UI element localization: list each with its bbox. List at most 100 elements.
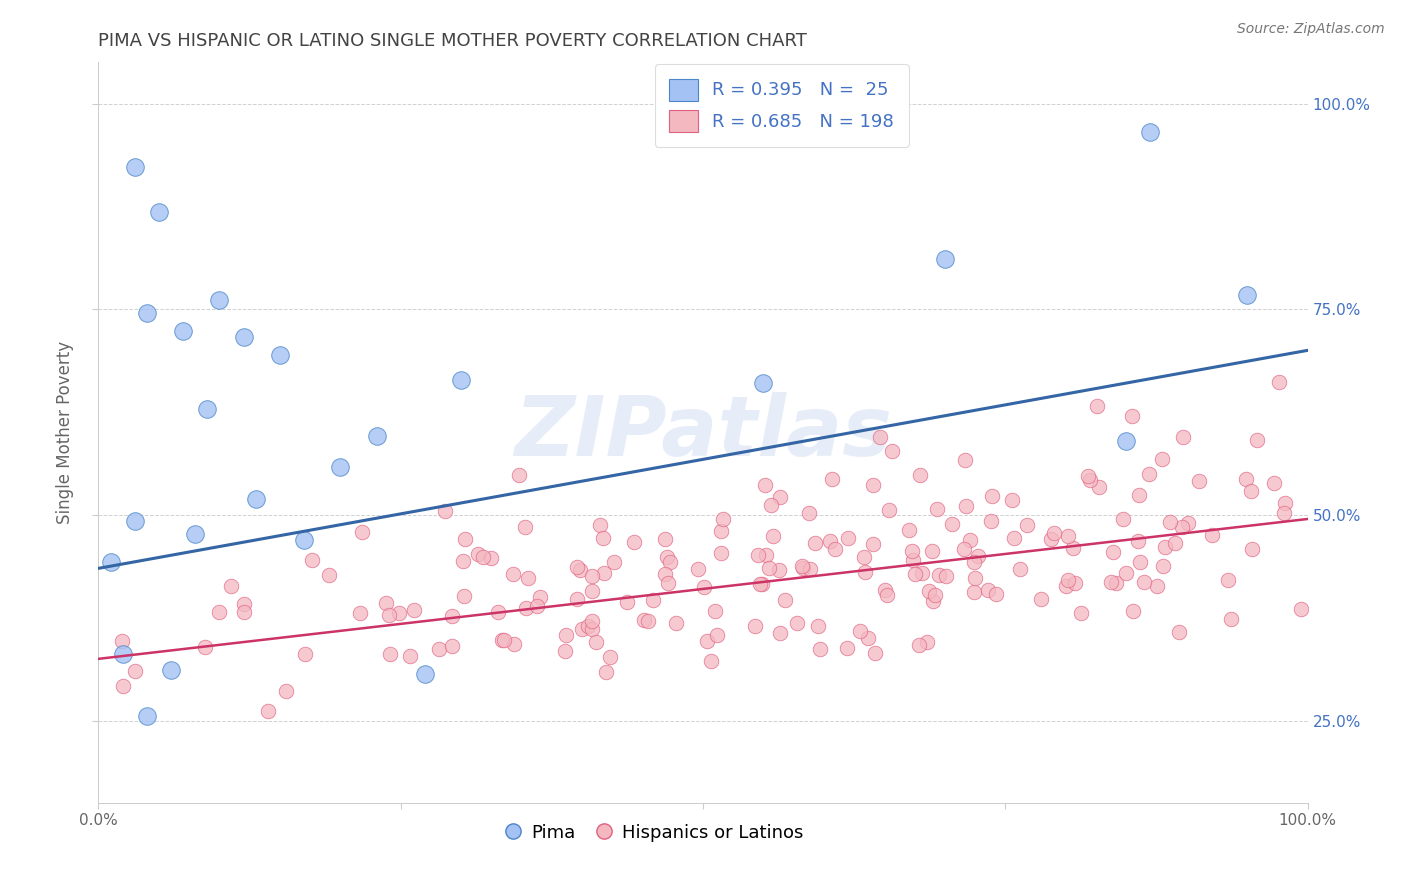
Point	[529, 591, 551, 605]
Point	[1164, 536, 1187, 550]
Point	[352, 525, 374, 540]
Legend: Pima, Hispanics or Latinos: Pima, Hispanics or Latinos	[499, 816, 811, 849]
Point	[1241, 542, 1264, 557]
Point	[744, 618, 766, 632]
Point	[658, 555, 681, 569]
Point	[1057, 529, 1080, 543]
Point	[700, 654, 723, 668]
Point	[349, 607, 371, 621]
Point	[924, 588, 946, 602]
Point	[761, 529, 783, 543]
Point	[413, 667, 436, 681]
Point	[686, 562, 709, 576]
Point	[921, 543, 943, 558]
Point	[1122, 604, 1144, 618]
Point	[862, 537, 884, 551]
Point	[616, 594, 638, 608]
Point	[959, 533, 981, 547]
Point	[567, 592, 589, 607]
Point	[900, 543, 922, 558]
Point	[1099, 575, 1122, 590]
Point	[849, 624, 872, 638]
Point	[928, 567, 950, 582]
Point	[388, 606, 411, 620]
Point	[853, 565, 876, 579]
Point	[454, 532, 477, 546]
Point	[792, 561, 814, 575]
Point	[665, 615, 688, 630]
Point	[1236, 288, 1258, 302]
Point	[710, 524, 733, 538]
Point	[654, 566, 676, 581]
Point	[1150, 451, 1173, 466]
Point	[934, 252, 956, 267]
Point	[917, 584, 939, 599]
Text: Source: ZipAtlas.com: Source: ZipAtlas.com	[1237, 22, 1385, 37]
Point	[904, 566, 927, 581]
Point	[111, 679, 134, 693]
Point	[571, 622, 593, 636]
Point	[915, 635, 938, 649]
Point	[1029, 591, 1052, 606]
Point	[908, 467, 931, 482]
Point	[433, 504, 456, 518]
Point	[747, 549, 769, 563]
Point	[1240, 484, 1263, 499]
Point	[1129, 555, 1152, 569]
Point	[486, 605, 509, 619]
Point	[786, 615, 808, 630]
Point	[1268, 375, 1291, 389]
Point	[808, 642, 831, 657]
Point	[1115, 434, 1137, 448]
Point	[1139, 125, 1161, 139]
Point	[862, 478, 884, 492]
Point	[835, 640, 858, 655]
Point	[1057, 573, 1080, 587]
Point	[195, 401, 218, 416]
Point	[294, 648, 316, 662]
Point	[1105, 575, 1128, 590]
Point	[568, 563, 591, 577]
Point	[752, 376, 775, 390]
Point	[706, 628, 728, 642]
Point	[124, 514, 146, 528]
Text: PIMA VS HISPANIC OR LATINO SINGLE MOTHER POVERTY CORRELATION CHART: PIMA VS HISPANIC OR LATINO SINGLE MOTHER…	[98, 32, 807, 50]
Point	[172, 324, 194, 338]
Point	[880, 444, 903, 458]
Point	[876, 588, 898, 602]
Point	[440, 609, 463, 624]
Point	[232, 329, 254, 343]
Point	[820, 472, 842, 486]
Point	[602, 555, 624, 569]
Point	[1101, 544, 1123, 558]
Point	[1077, 469, 1099, 483]
Point	[526, 599, 548, 613]
Point	[1078, 473, 1101, 487]
Point	[592, 531, 614, 545]
Point	[567, 560, 589, 574]
Point	[502, 567, 524, 582]
Point	[1001, 493, 1024, 508]
Point	[516, 571, 538, 585]
Point	[508, 468, 530, 483]
Point	[184, 527, 207, 541]
Point	[1085, 400, 1108, 414]
Point	[1263, 475, 1285, 490]
Point	[256, 704, 278, 718]
Point	[877, 502, 900, 516]
Point	[637, 615, 659, 629]
Point	[981, 489, 1004, 503]
Point	[935, 569, 957, 583]
Point	[585, 635, 607, 649]
Point	[135, 306, 157, 320]
Point	[1272, 506, 1295, 520]
Point	[655, 549, 678, 564]
Point	[1043, 526, 1066, 541]
Point	[768, 563, 790, 577]
Point	[576, 619, 599, 633]
Point	[1289, 601, 1312, 615]
Point	[643, 592, 665, 607]
Point	[758, 561, 780, 575]
Point	[453, 589, 475, 603]
Point	[494, 632, 516, 647]
